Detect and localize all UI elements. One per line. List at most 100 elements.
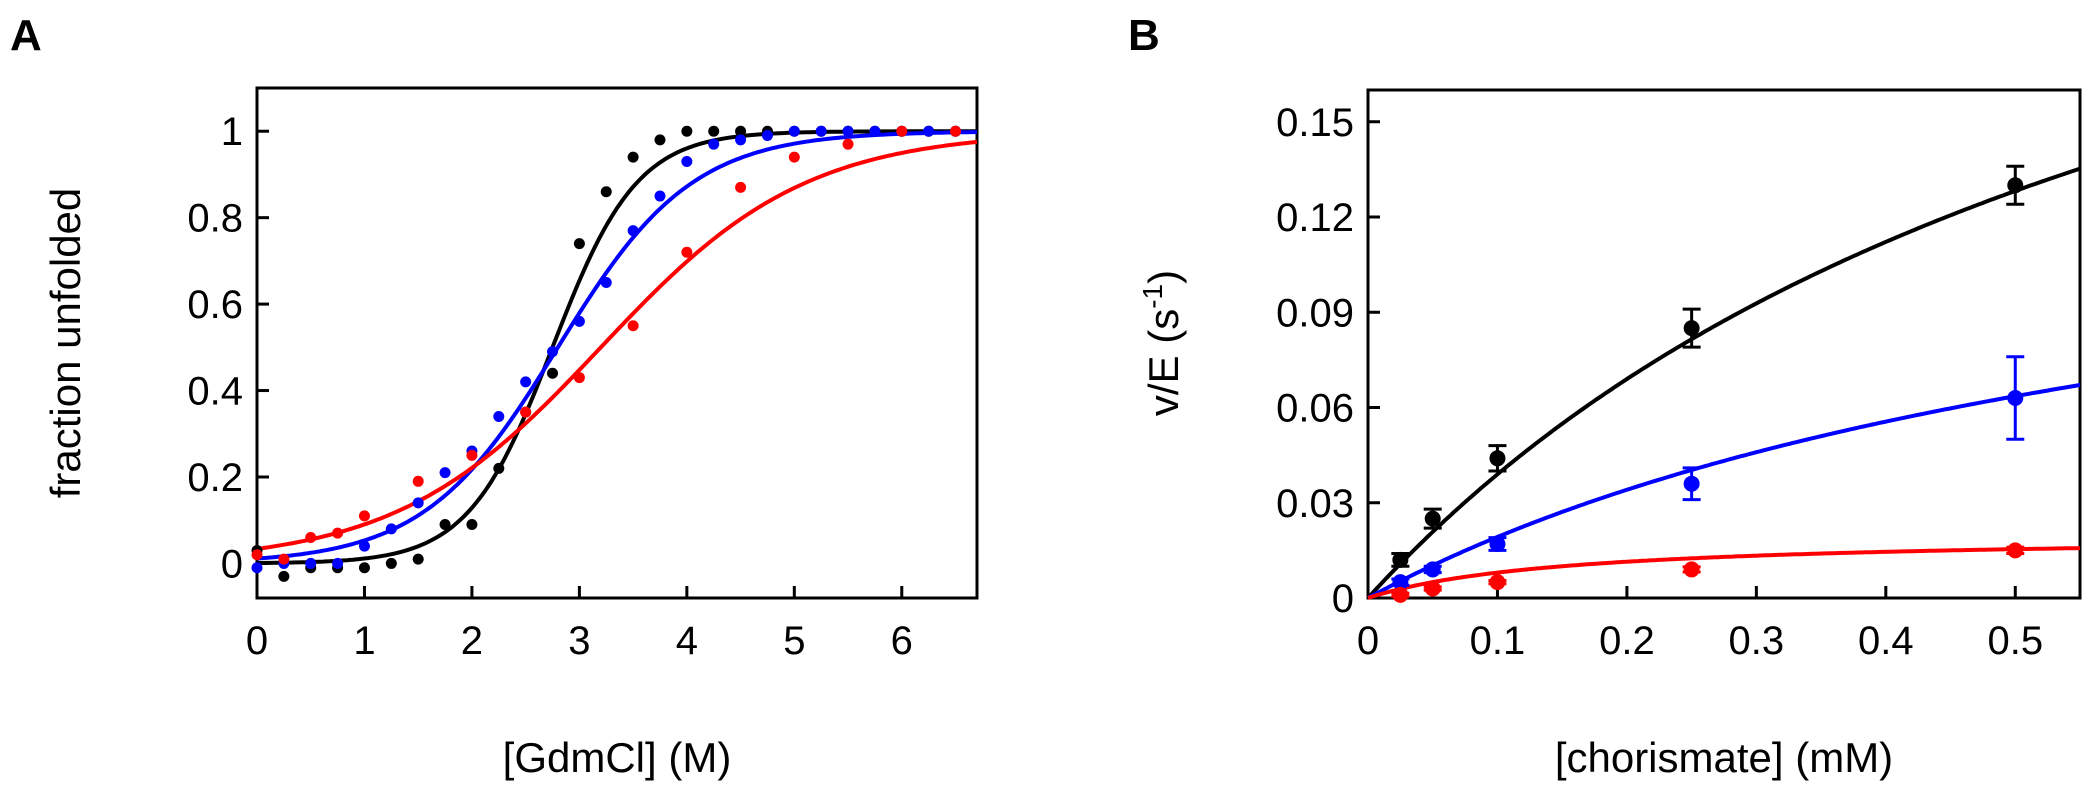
panel-a-data-point-blue (654, 190, 666, 202)
panel-a-x-tick-label: 5 (783, 619, 805, 663)
panel-a-data-point-black (278, 570, 290, 582)
panel-a-data-point-blue (869, 125, 881, 137)
panel-a-fit-curves (256, 129, 978, 565)
panel-b-data-point-blue (2007, 389, 2024, 406)
panel-a-y-tick-label: 0 (221, 542, 243, 586)
panel-a-data-point-black (466, 519, 478, 531)
panel-a-data-point-blue (788, 125, 800, 137)
panel-b-y-tick-label: 0.12 (1276, 196, 1354, 240)
panel-a-data-point-red (627, 320, 639, 332)
panel-a-data-points (251, 125, 962, 582)
panel-a-x-tick-label: 1 (353, 619, 375, 663)
panel-a-data-point-red (332, 527, 344, 539)
panel-a-data-point-red (412, 475, 424, 487)
panel-a-x-tick-label: 0 (246, 619, 268, 663)
panel-a-data-point-red (520, 406, 532, 418)
panel-a-x-tick-label: 2 (461, 619, 483, 663)
panel-a-data-point-blue (547, 346, 559, 358)
panel-a-data-point-red (950, 125, 962, 137)
panel-a-data-point-black (627, 151, 639, 163)
panel-a-y-tick-label: 0.6 (187, 283, 243, 327)
panel-a-data-point-blue (493, 410, 505, 422)
panel-a-fit-curve-red (256, 139, 978, 551)
panel-b-y-tick-label: 0.15 (1276, 101, 1354, 145)
panel-a-data-point-black (439, 519, 451, 531)
panel-b-fit-curves (1366, 166, 2081, 600)
panel-a-data-point-blue (439, 467, 451, 479)
panel-a-x-axis-title: [GdmCl] (M) (503, 734, 732, 781)
panel-b-y-tick-label: 0 (1332, 577, 1354, 621)
panel-a-fit-curve-blue (256, 130, 977, 561)
panel-b-data-point-red (2007, 542, 2024, 559)
panel-b-y-axis-title-close: ) (1140, 270, 1187, 284)
panel-a-data-point-red (896, 125, 908, 137)
panel-b-x-axis-title: [chorismate] (mM) (1555, 734, 1893, 781)
panel-b-letter: B (1128, 11, 1160, 60)
panel-b-fit-curve-red (1367, 546, 2081, 600)
panel-a-x-tick-label: 4 (676, 619, 698, 663)
panel-b-y-axis-title-superscript: -1 (1137, 284, 1168, 309)
panel-a-data-point-blue (842, 125, 854, 137)
panel-a-data-point-red (358, 510, 370, 522)
panel-b-data-point-black (1683, 320, 1700, 337)
panel-b-x-tick-label: 0.4 (1858, 619, 1914, 663)
panel-a-data-point-red (573, 372, 585, 384)
panel-b-x-tick-label: 0.3 (1729, 619, 1785, 663)
panel-a-data-point-blue (681, 155, 693, 167)
panel-a-data-point-blue (385, 523, 397, 535)
panel-b-data-point-red (1683, 561, 1700, 578)
panel-b-data-point-red (1392, 586, 1409, 603)
panel-b-data-point-red (1424, 580, 1441, 597)
panel-b-ticks: 0 0.1 0.2 0.3 0.4 0.5 0 0.03 0.06 0.09 0.12 0.15 (1276, 101, 2043, 663)
panel-b: B 0 0.1 0.2 0.3 0.4 0.500.030.060.090.120.15 … (1128, 11, 2082, 781)
panel-b-data-point-black (1489, 450, 1506, 467)
panel-b-data-point-blue (1489, 536, 1506, 553)
panel-a-data-point-black (708, 125, 720, 137)
panel-a-data-point-red (735, 181, 747, 193)
panel-a-y-tick-label: 1 (221, 110, 243, 154)
panel-a-data-point-blue (761, 130, 773, 142)
panel-b-y-tick-label: 0.06 (1276, 387, 1354, 431)
panel-a-data-point-red (681, 246, 693, 258)
panel-b-plot-frame (1366, 88, 2082, 600)
panel-a-x-tick-label: 6 (891, 619, 913, 663)
panel-a-data-point-blue (520, 376, 532, 388)
panel-b-data-point-black (1424, 510, 1441, 527)
panel-b-fit-curve-black (1366, 166, 2081, 600)
panel-b-data-point-blue (1683, 475, 1700, 492)
panel-a-data-point-black (654, 134, 666, 146)
panel-b-fit-curve-blue (1367, 383, 2081, 600)
panel-a-data-point-blue (735, 134, 747, 146)
panel-a-ticks: 0 1 2 3 4 5 6 0 0.2 0.4 0.6 0.8 1 (187, 110, 913, 663)
panel-b-data-point-blue (1392, 574, 1409, 591)
panel-a-y-tick-label: 0.2 (187, 456, 243, 500)
panel-a-data-point-black (358, 562, 370, 574)
panel-b-y-axis-title: v/E (s-1) (1137, 270, 1187, 416)
panel-b-x-tick-label: 0.2 (1599, 619, 1655, 663)
panel-a-plot-frame (255, 86, 979, 600)
panel-a-data-point-blue (332, 557, 344, 569)
panel-a-y-tick-label: 0.4 (187, 370, 243, 414)
panel-a-data-point-black (573, 238, 585, 250)
panel-a-x-tick-label: 3 (568, 619, 590, 663)
panel-b-y-axis-title-main: v/E (s (1140, 309, 1187, 416)
panel-b-x-tick-label: 0.1 (1470, 619, 1526, 663)
panel-b-data-point-black (2007, 177, 2024, 194)
panel-a-y-tick-label: 0.8 (187, 197, 243, 241)
panel-a-letter: A (10, 11, 42, 60)
panel-b-y-tick-label: 0.09 (1276, 291, 1354, 335)
panel-a-data-point-black (735, 125, 747, 137)
panel-a-data-point-blue (412, 497, 424, 509)
panel-a-y-axis-title: fraction unfolded (42, 188, 89, 499)
panel-b-data-points (1391, 164, 2025, 603)
panel-a: A 0 1 2 3 4 5 6 0 0.2 0.4 0.6 0.8 1 [GdmCl] (M) frac… (10, 11, 979, 781)
panel-a-data-point-blue (923, 125, 935, 137)
panel-a-data-point-blue (815, 125, 827, 137)
panel-a-data-point-black (412, 553, 424, 565)
panel-a-data-point-blue (251, 562, 263, 574)
panel-b-y-tick-label: 0.03 (1276, 482, 1354, 526)
panel-a-fit-curve-black (257, 129, 977, 565)
panel-a-data-point-red (466, 449, 478, 461)
panel-a-data-point-black (493, 462, 505, 474)
